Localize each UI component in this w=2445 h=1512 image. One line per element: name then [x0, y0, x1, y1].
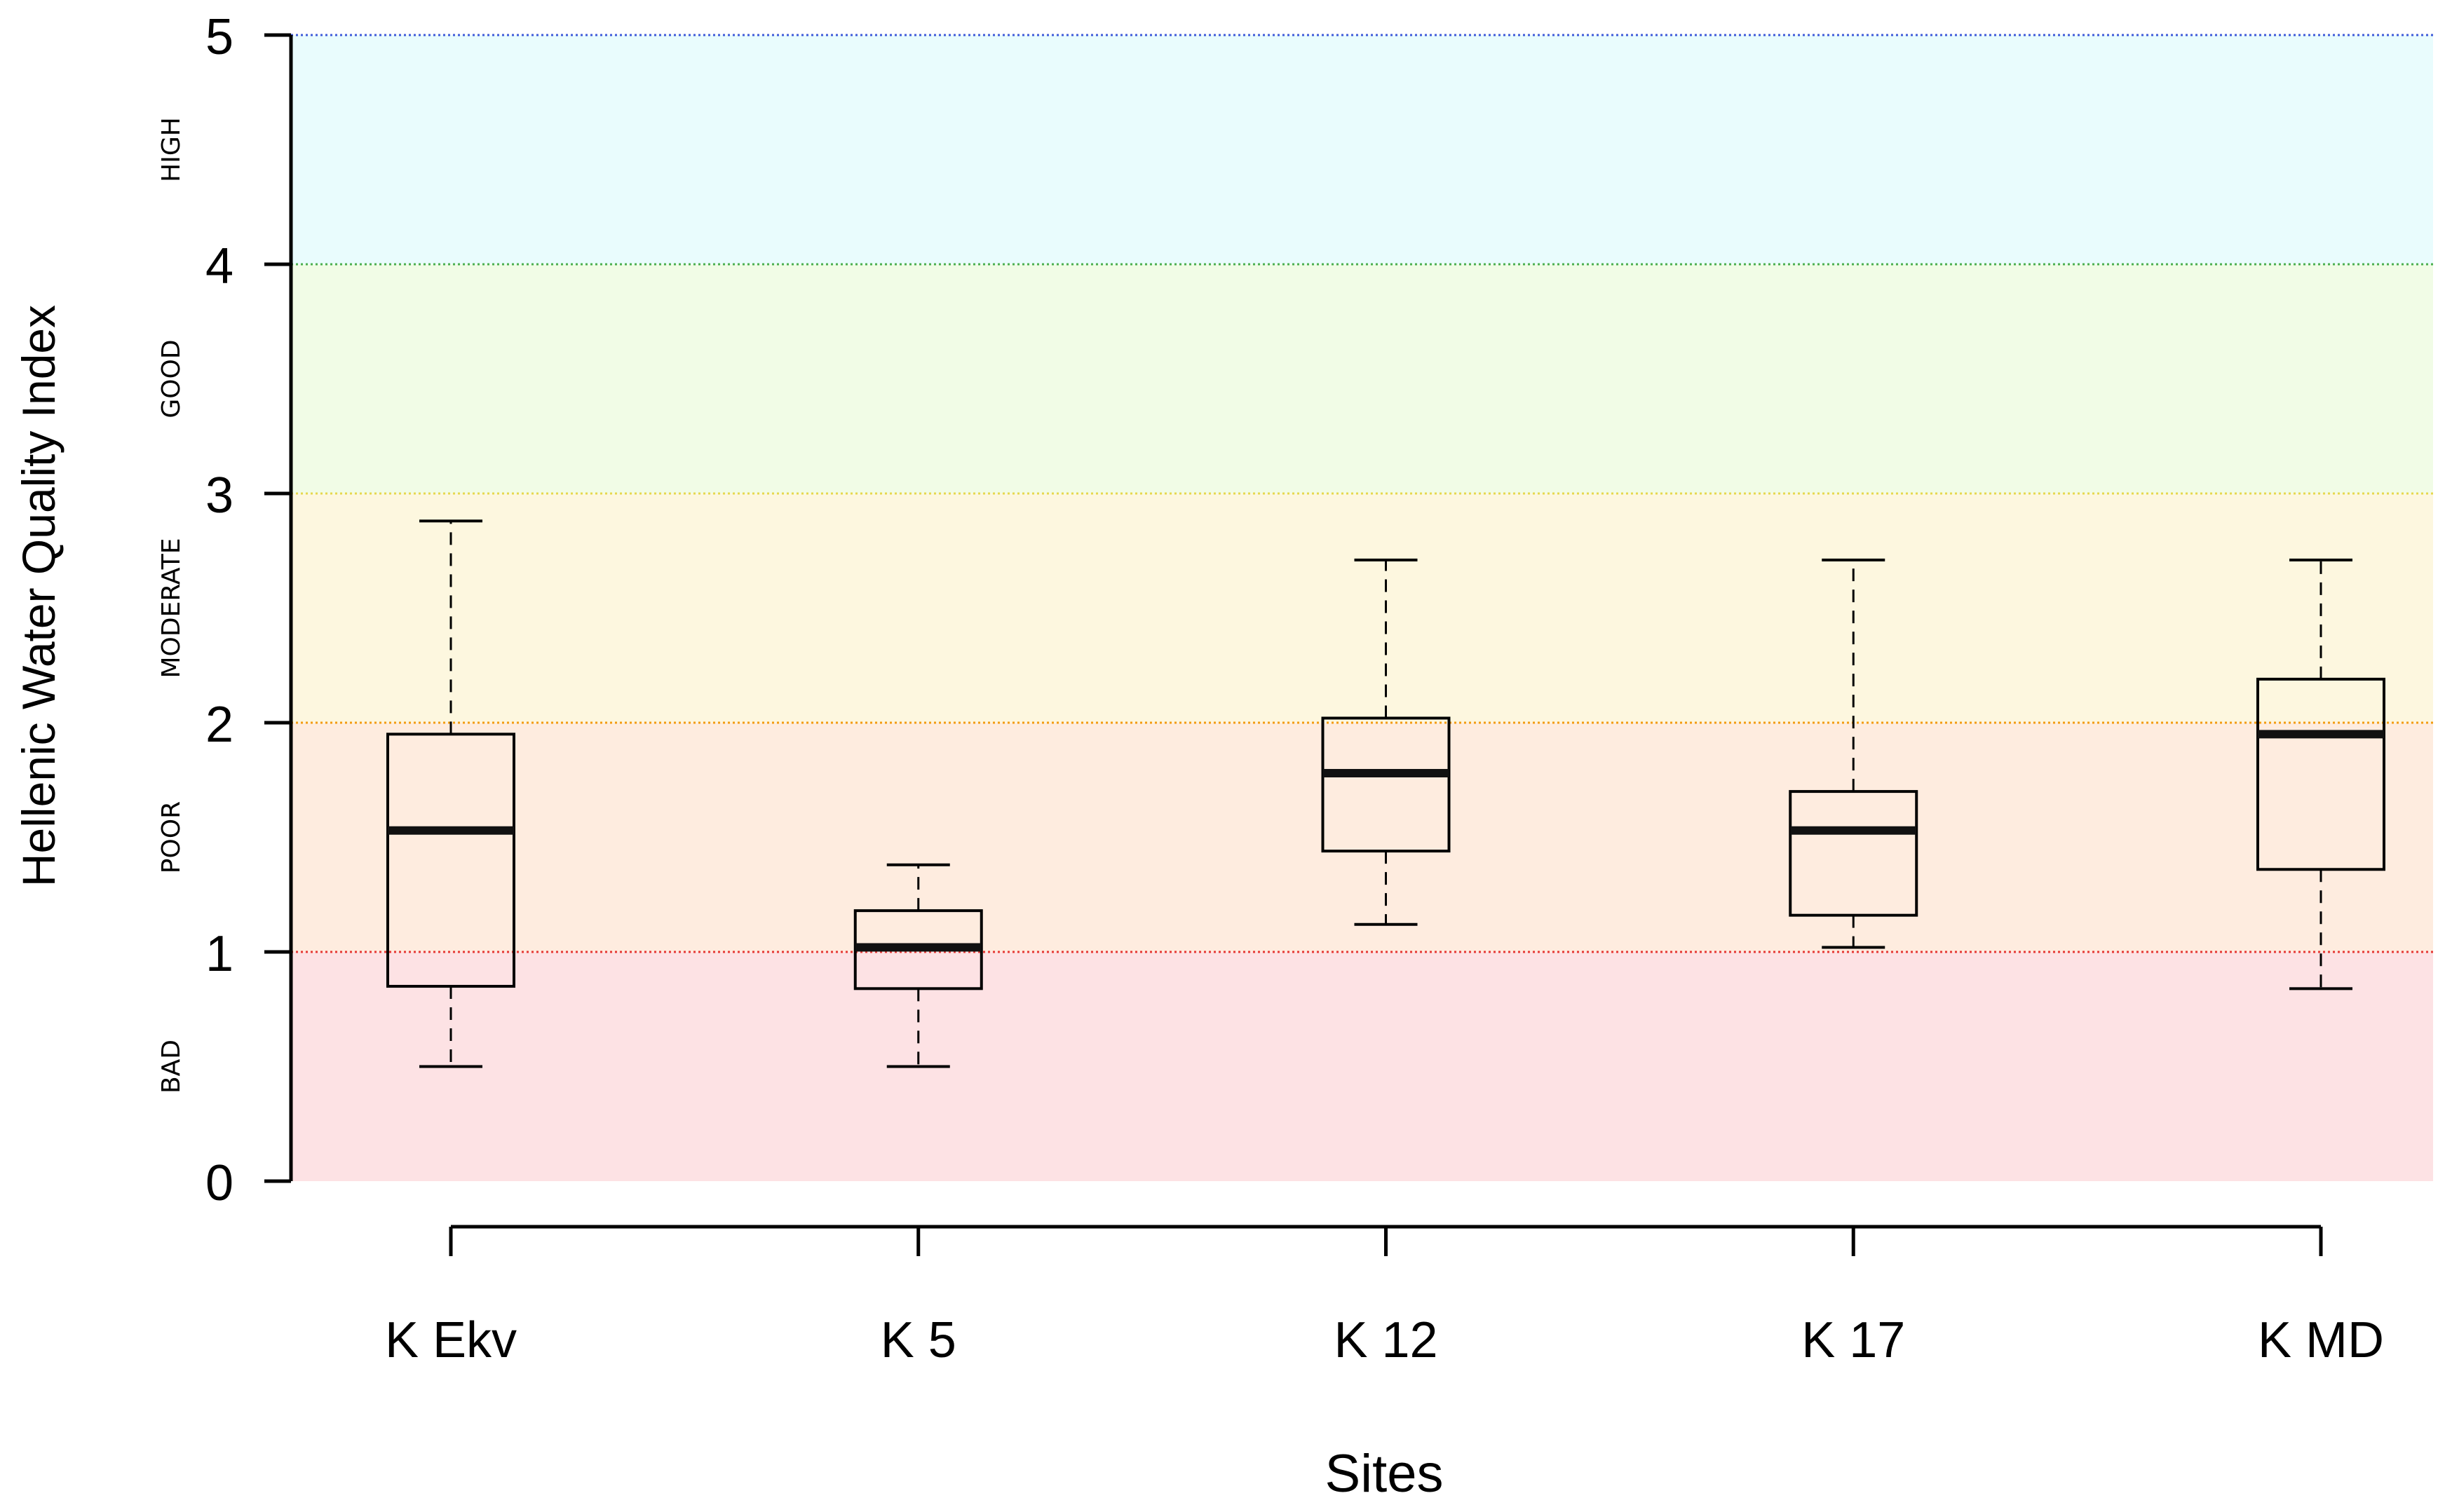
band-labels: BAD POOR MODERATE GOOD HIGH: [157, 117, 186, 1094]
box-k-5: [853, 863, 983, 1068]
quality-bands: [291, 35, 2433, 1181]
y-axis: 0 1 2 3 4 5: [205, 9, 293, 1211]
box-k-17: [1789, 558, 1918, 949]
band-label-high: HIGH: [157, 117, 186, 182]
x-tick-label: K 5: [881, 1312, 956, 1368]
x-axis-title: Sites: [1325, 1444, 1444, 1504]
box-k-ekv: [386, 519, 515, 1068]
x-tick-label: K Ekv: [385, 1312, 517, 1368]
x-tick-label: K MD: [2258, 1312, 2384, 1368]
x-tick-label: K 12: [1334, 1312, 1437, 1368]
y-axis-title: Hellenic Water Quality Index: [13, 305, 65, 887]
iqr-box: [2256, 677, 2385, 871]
band-label-good: GOOD: [157, 339, 186, 418]
iqr-box: [1321, 716, 1451, 853]
box-k-12: [1321, 558, 1451, 926]
x-axis: K Ekv K 5 K 12 K 17 K MD: [385, 1225, 2384, 1368]
y-tick-label-5: 5: [205, 9, 233, 65]
iqr-box: [1789, 790, 1918, 917]
iqr-box: [386, 733, 515, 988]
band-poor: [291, 723, 2433, 952]
band-label-poor: POOR: [157, 801, 186, 873]
boxes: [386, 519, 2385, 1068]
band-high: [291, 35, 2433, 264]
y-tick-label-3: 3: [205, 468, 233, 524]
y-tick-label-1: 1: [205, 926, 233, 982]
x-tick-label: K 17: [1801, 1312, 1905, 1368]
y-tick-label-2: 2: [205, 697, 233, 753]
band-good: [291, 264, 2433, 493]
band-boundary-lines: [291, 34, 2433, 953]
band-moderate: [291, 493, 2433, 723]
box-k-md: [2256, 558, 2385, 990]
y-tick-label-4: 4: [205, 238, 233, 294]
y-tick-label-0: 0: [205, 1155, 233, 1211]
band-label-bad: BAD: [157, 1040, 186, 1094]
band-label-moderate: MODERATE: [157, 538, 186, 679]
band-bad: [291, 952, 2433, 1181]
